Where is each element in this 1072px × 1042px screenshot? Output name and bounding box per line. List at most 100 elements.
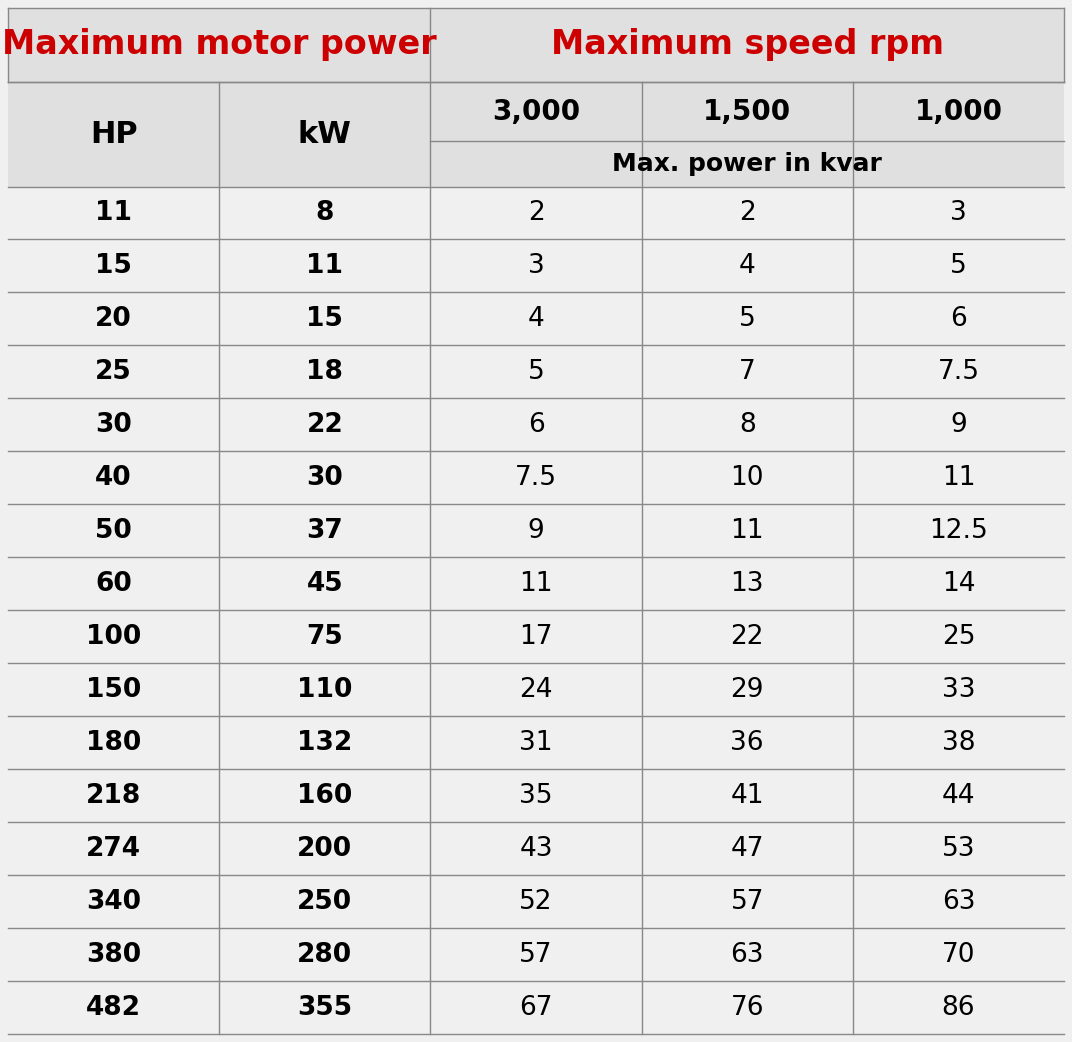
Bar	[853, 928, 1064, 981]
Text: 25: 25	[95, 358, 132, 384]
Text: 75: 75	[307, 624, 343, 650]
Text: 280: 280	[297, 942, 353, 968]
Text: 53: 53	[941, 836, 976, 862]
Text: 2: 2	[527, 200, 545, 226]
Bar	[8, 663, 219, 716]
Text: 24: 24	[519, 676, 553, 702]
Text: 47: 47	[730, 836, 764, 862]
Text: 7.5: 7.5	[937, 358, 980, 384]
Text: 18: 18	[307, 358, 343, 384]
Bar	[219, 187, 430, 240]
Text: 11: 11	[941, 465, 976, 491]
Text: 218: 218	[86, 783, 142, 809]
Bar	[642, 822, 853, 875]
Bar	[8, 8, 430, 82]
Text: 15: 15	[95, 253, 132, 279]
Text: 41: 41	[730, 783, 764, 809]
Bar	[642, 663, 853, 716]
Bar	[853, 240, 1064, 293]
Text: 2: 2	[739, 200, 756, 226]
Text: 482: 482	[86, 994, 142, 1020]
Text: Max. power in kvar: Max. power in kvar	[612, 152, 882, 176]
Text: 1,000: 1,000	[914, 98, 1002, 126]
Bar	[642, 240, 853, 293]
Text: 274: 274	[86, 836, 142, 862]
Bar	[8, 928, 219, 981]
Text: 35: 35	[519, 783, 553, 809]
Bar	[8, 769, 219, 822]
Text: 4: 4	[739, 253, 756, 279]
Text: 22: 22	[730, 624, 764, 650]
Bar	[642, 504, 853, 557]
Text: 14: 14	[941, 571, 976, 597]
Bar	[430, 346, 642, 398]
Bar	[853, 981, 1064, 1034]
Text: 110: 110	[297, 676, 353, 702]
Bar	[8, 557, 219, 611]
Bar	[8, 293, 219, 346]
Bar	[8, 346, 219, 398]
Text: 37: 37	[307, 518, 343, 544]
Text: 7: 7	[739, 358, 756, 384]
Text: 355: 355	[297, 994, 353, 1020]
Bar	[8, 82, 219, 187]
Bar	[8, 875, 219, 928]
Bar	[430, 875, 642, 928]
Bar	[642, 611, 853, 663]
Text: 1,500: 1,500	[703, 98, 791, 126]
Text: 50: 50	[95, 518, 132, 544]
Bar	[853, 504, 1064, 557]
Bar	[219, 875, 430, 928]
Bar	[8, 716, 219, 769]
Text: 8: 8	[739, 412, 756, 438]
Text: 3,000: 3,000	[492, 98, 580, 126]
Text: 36: 36	[730, 729, 764, 755]
Text: 60: 60	[95, 571, 132, 597]
Text: 8: 8	[315, 200, 334, 226]
Text: 76: 76	[730, 994, 764, 1020]
Text: 43: 43	[519, 836, 553, 862]
Bar	[219, 611, 430, 663]
Bar	[642, 557, 853, 611]
Bar	[219, 981, 430, 1034]
Text: 29: 29	[730, 676, 764, 702]
Text: 44: 44	[941, 783, 976, 809]
Text: 40: 40	[95, 465, 132, 491]
Bar	[853, 663, 1064, 716]
Bar	[642, 875, 853, 928]
Bar	[219, 822, 430, 875]
Bar	[430, 451, 642, 504]
Text: 63: 63	[730, 942, 764, 968]
Bar	[8, 240, 219, 293]
Bar	[853, 82, 1064, 142]
Bar	[8, 822, 219, 875]
Bar	[430, 822, 642, 875]
Bar	[642, 187, 853, 240]
Text: 380: 380	[86, 942, 142, 968]
Text: 25: 25	[941, 624, 976, 650]
Bar	[853, 451, 1064, 504]
Text: 5: 5	[739, 306, 756, 332]
Bar	[853, 822, 1064, 875]
Bar	[642, 82, 853, 142]
Bar	[219, 769, 430, 822]
Bar	[430, 928, 642, 981]
Bar	[642, 451, 853, 504]
Text: 150: 150	[86, 676, 142, 702]
Text: 38: 38	[941, 729, 976, 755]
Text: 11: 11	[307, 253, 343, 279]
Bar	[430, 769, 642, 822]
Text: 11: 11	[95, 200, 132, 226]
Text: 340: 340	[86, 889, 142, 915]
Bar	[430, 8, 1064, 82]
Bar	[219, 451, 430, 504]
Bar	[430, 293, 642, 346]
Text: 132: 132	[297, 729, 353, 755]
Text: 250: 250	[297, 889, 353, 915]
Text: 52: 52	[519, 889, 553, 915]
Bar	[8, 504, 219, 557]
Text: 3: 3	[527, 253, 545, 279]
Bar	[853, 611, 1064, 663]
Bar	[219, 716, 430, 769]
Text: 70: 70	[941, 942, 976, 968]
